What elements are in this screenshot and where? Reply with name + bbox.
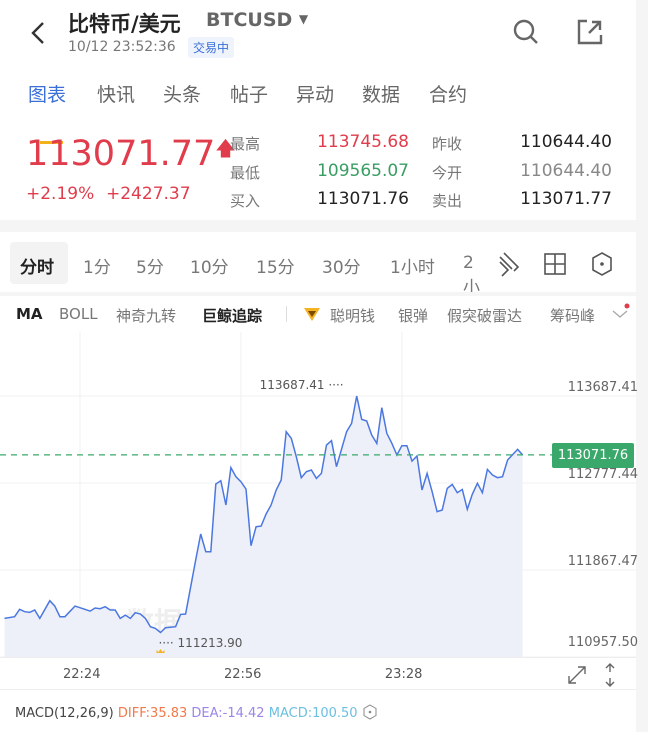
x-tick-label: 22:56 <box>223 667 262 682</box>
price-area <box>4 396 523 657</box>
fullscreen-icon[interactable] <box>566 662 588 686</box>
price-chart[interactable]: 金十数据 <box>0 332 636 657</box>
y-tick-label: 111867.47 <box>567 554 638 569</box>
high-value: 113687.41 <box>259 378 325 392</box>
symbol: BTCUSD <box>206 9 293 31</box>
tab-posts[interactable]: 帖子 <box>230 84 269 106</box>
high-label: 113687.41 ···· <box>259 378 344 392</box>
stat-low: 109565.07 <box>317 161 409 181</box>
period-selected-bg <box>10 242 68 284</box>
macd-value: MACD:100.50 <box>268 706 358 721</box>
period-15m[interactable]: 15分 <box>256 258 295 278</box>
divider <box>286 306 287 322</box>
crown-icon <box>156 649 165 653</box>
y-tick-label: 112777.44 <box>567 467 638 482</box>
period-1m[interactable]: 1分 <box>83 258 111 278</box>
stat-ask: 113071.77 <box>520 189 612 209</box>
last-price: 113071.77🡅 <box>26 134 236 174</box>
indicator-whale[interactable]: 巨鲸追踪 <box>202 307 263 325</box>
up-arrow-icon: 🡅 <box>215 136 236 160</box>
vertical-scale-icon[interactable] <box>602 662 618 688</box>
y-tick-label: 110957.50 <box>567 635 638 650</box>
status-badge: 交易中 <box>188 37 235 58</box>
period-5m[interactable]: 5分 <box>136 258 164 278</box>
back-icon[interactable] <box>28 20 48 46</box>
draw-tool-icon[interactable] <box>496 250 522 278</box>
tab-contracts[interactable]: 合约 <box>429 84 468 106</box>
period-intraday[interactable]: 分时 <box>20 258 54 278</box>
quote-header: 比特币/美元 BTCUSD ▼ 10/12 23:52:36 交易中 图表 快讯… <box>0 0 636 220</box>
datetime: 10/12 23:52:36 <box>68 39 176 55</box>
tab-flash[interactable]: 快讯 <box>97 84 136 106</box>
x-tick-label: 22:24 <box>63 667 101 682</box>
macd-legend: MACD(12,26,9) DIFF:35.83 DEA:-14.42 MACD… <box>15 704 378 721</box>
stat-label: 最高 <box>230 135 261 153</box>
indicator-chip-peak[interactable]: 筹码峰 <box>550 307 596 325</box>
stat-high: 113745.68 <box>317 132 409 152</box>
y-tick-label: 113687.41 <box>567 380 638 395</box>
share-icon[interactable] <box>576 18 604 46</box>
stat-label: 昨收 <box>432 135 463 153</box>
period-10m[interactable]: 10分 <box>190 258 229 278</box>
low-label: ···· 111213.90 <box>158 636 243 651</box>
stat-label: 今开 <box>432 164 463 182</box>
macd-name: MACD(12,26,9) <box>15 706 114 721</box>
last-price-tag: 113071.76 <box>552 442 634 468</box>
tab-indicator <box>40 141 63 144</box>
macd-dea: DEA:-14.42 <box>191 706 265 721</box>
settings-hex-icon[interactable] <box>590 251 614 277</box>
change-percent: +2.19% <box>26 184 95 204</box>
x-tick-label: 23:28 <box>384 667 423 682</box>
layout-grid-icon[interactable] <box>543 252 567 276</box>
divider <box>0 292 636 296</box>
period-1h[interactable]: 1小时 <box>390 258 435 278</box>
search-icon[interactable] <box>512 18 540 46</box>
stat-label: 最低 <box>230 164 261 182</box>
change-amount: +2427.37 <box>106 184 191 204</box>
dropdown-icon: ▼ <box>298 12 309 26</box>
price-line <box>4 395 524 634</box>
divider <box>0 689 636 690</box>
tab-moves[interactable]: 异动 <box>296 84 335 106</box>
tab-headlines[interactable]: 头条 <box>163 84 202 106</box>
chevron-down-icon[interactable] <box>610 302 632 322</box>
indicator-silver-bullet[interactable]: 银弹 <box>398 307 429 325</box>
macd-settings-icon[interactable] <box>362 704 378 720</box>
indicator-td9[interactable]: 神奇九转 <box>116 307 177 325</box>
macd-diff: DIFF:35.83 <box>117 706 188 721</box>
stat-bid: 113071.76 <box>317 189 409 209</box>
indicator-ma[interactable]: MA <box>16 305 43 323</box>
indicator-boll[interactable]: BOLL <box>59 305 98 323</box>
tab-data[interactable]: 数据 <box>362 84 401 106</box>
page-title: 比特币/美元 <box>68 12 181 36</box>
indicator-smart-money[interactable]: 聪明钱 <box>330 307 376 325</box>
diamond-icon <box>304 308 320 321</box>
stat-label: 卖出 <box>432 192 463 210</box>
stat-prev-close: 110644.40 <box>520 132 612 152</box>
stat-open: 110644.40 <box>520 161 612 181</box>
stat-label: 买入 <box>230 192 261 210</box>
price-value: 113071.77 <box>26 134 216 174</box>
tab-chart[interactable]: 图表 <box>28 84 67 106</box>
indicator-false-breakout[interactable]: 假突破雷达 <box>447 307 523 325</box>
low-value: 111213.90 <box>177 636 243 651</box>
symbol-selector[interactable]: BTCUSD ▼ <box>206 9 308 31</box>
period-30m[interactable]: 30分 <box>322 258 361 278</box>
divider <box>0 657 636 658</box>
